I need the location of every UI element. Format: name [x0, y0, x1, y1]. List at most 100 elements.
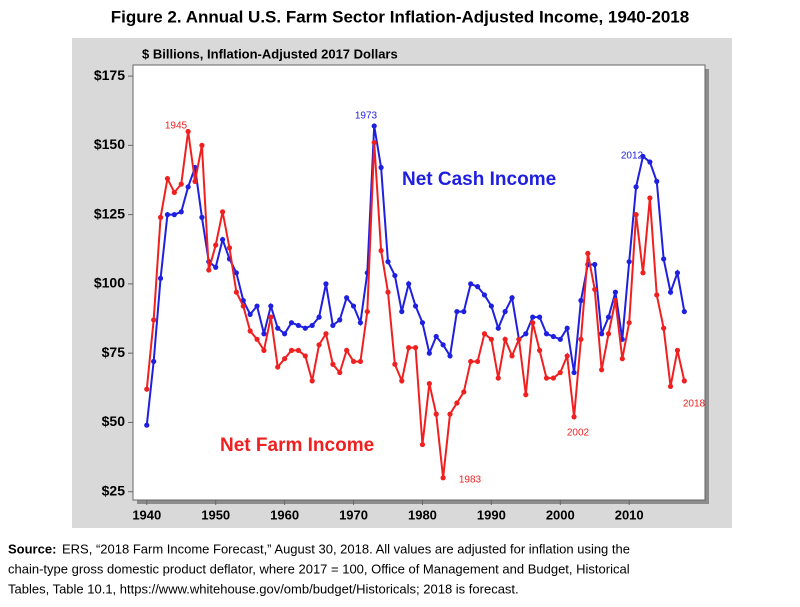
- source-label: Source:: [8, 541, 56, 556]
- data-point: [488, 336, 494, 342]
- x-tick-label: 1990: [477, 507, 506, 522]
- data-point: [592, 261, 598, 268]
- source-text: Tables, Table 10.1, https://www.whitehou…: [8, 581, 519, 596]
- data-point: [309, 322, 315, 329]
- data-point: [495, 325, 501, 331]
- data-point: [612, 297, 619, 304]
- data-point: [295, 322, 301, 329]
- data-point: [433, 411, 439, 417]
- data-point: [667, 289, 674, 295]
- data-point: [309, 378, 315, 384]
- data-point: [302, 325, 308, 331]
- data-point: [344, 347, 350, 353]
- data-point: [371, 123, 377, 129]
- data-point: [157, 214, 164, 220]
- data-point: [640, 270, 646, 276]
- data-point: [226, 245, 233, 251]
- x-tick-label: 1950: [201, 507, 230, 522]
- data-point: [412, 303, 419, 309]
- data-point: [275, 364, 281, 370]
- annotation: 2018: [683, 399, 706, 410]
- data-point: [509, 295, 515, 301]
- data-point: [378, 248, 384, 254]
- data-point: [392, 361, 398, 367]
- data-point: [185, 128, 191, 135]
- data-point: [371, 139, 377, 146]
- chart-title: Figure 2. Annual U.S. Farm Sector Inflat…: [111, 7, 689, 26]
- data-point: [530, 320, 536, 326]
- data-point: [550, 375, 556, 381]
- data-point: [440, 342, 446, 348]
- data-point: [481, 292, 488, 298]
- data-point: [481, 331, 488, 337]
- data-point: [461, 389, 467, 395]
- y-tick-label: $100: [94, 275, 125, 291]
- data-point: [192, 178, 198, 184]
- series-label: Net Cash Income: [402, 169, 556, 190]
- data-point: [571, 369, 577, 376]
- data-point: [392, 272, 398, 279]
- data-point: [571, 414, 577, 420]
- data-point: [509, 353, 515, 359]
- data-point: [178, 209, 184, 215]
- data-point: [323, 331, 329, 337]
- data-point: [599, 331, 605, 337]
- x-tick-label: 2000: [546, 507, 575, 522]
- data-point: [647, 195, 653, 201]
- data-point: [530, 314, 536, 320]
- source-text: ERS, “2018 Farm Income Forecast,” August…: [62, 541, 630, 556]
- data-point: [495, 375, 501, 381]
- data-point: [268, 303, 274, 309]
- data-point: [399, 308, 405, 315]
- data-point: [557, 369, 563, 376]
- data-point: [157, 275, 164, 281]
- data-point: [647, 159, 653, 165]
- data-point: [633, 184, 639, 190]
- data-point: [633, 212, 639, 218]
- data-point: [564, 353, 570, 359]
- series-label: Net Farm Income: [220, 435, 374, 456]
- data-point: [219, 209, 226, 215]
- data-point: [171, 212, 177, 218]
- data-point: [268, 314, 274, 320]
- annotation: 1973: [355, 111, 378, 122]
- data-point: [164, 212, 171, 218]
- data-point: [206, 267, 212, 273]
- plot-area: [132, 64, 706, 501]
- data-point: [605, 314, 612, 320]
- data-point: [426, 350, 432, 356]
- data-point: [550, 333, 556, 340]
- data-point: [523, 392, 529, 398]
- data-point: [144, 422, 150, 428]
- data-point: [474, 284, 481, 290]
- data-point: [357, 320, 364, 326]
- data-point: [199, 214, 205, 220]
- data-point: [426, 381, 432, 387]
- data-point: [199, 142, 205, 148]
- data-point: [261, 347, 267, 353]
- data-point: [516, 336, 522, 342]
- data-point: [412, 345, 419, 351]
- data-point: [454, 308, 460, 315]
- data-point: [674, 270, 681, 276]
- data-point: [185, 184, 191, 190]
- data-point: [213, 264, 219, 270]
- data-point: [537, 347, 543, 353]
- data-point: [337, 317, 343, 323]
- data-point: [543, 375, 550, 381]
- data-point: [144, 386, 150, 392]
- annotation: 1983: [459, 475, 482, 486]
- annotation: 2012: [621, 151, 644, 162]
- subtitle: $ Billions, Inflation-Adjusted 2017 Doll…: [142, 46, 398, 61]
- source-text: chain-type gross domestic product deflat…: [8, 561, 630, 576]
- data-point: [213, 242, 219, 248]
- data-point: [295, 347, 301, 353]
- data-point: [337, 369, 343, 376]
- y-tick-label: $150: [94, 136, 125, 152]
- y-tick-label: $25: [102, 482, 126, 498]
- data-point: [330, 361, 336, 367]
- data-point: [468, 281, 474, 287]
- data-point: [502, 336, 508, 342]
